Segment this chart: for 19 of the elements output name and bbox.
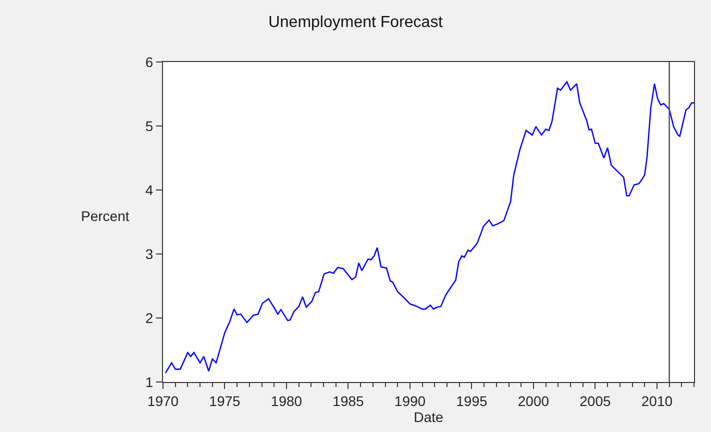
chart-title: Unemployment Forecast <box>268 14 444 32</box>
line-series <box>164 81 694 374</box>
y-tick-label: 1 <box>145 374 154 390</box>
y-tick-label: 3 <box>145 246 154 262</box>
y-tick-label: 2 <box>145 310 154 326</box>
y-tick-label: 5 <box>145 118 154 134</box>
x-tick-label: 1970 <box>147 392 179 409</box>
x-axis-title: Date <box>414 408 444 425</box>
x-tick-label: 2005 <box>580 392 611 409</box>
x-tick-label: 2010 <box>641 392 673 409</box>
y-tick-label: 4 <box>145 182 154 198</box>
x-tick-label: 1975 <box>209 392 241 409</box>
x-tick-label: 1990 <box>394 392 426 409</box>
x-tick-label: 1985 <box>332 392 364 409</box>
y-tick-label: 6 <box>145 54 154 70</box>
x-tick-label: 1980 <box>270 392 302 409</box>
x-tick-label: 2000 <box>518 392 550 409</box>
x-tick-label: 1995 <box>456 392 488 409</box>
y-axis-title: Percent <box>81 208 130 224</box>
